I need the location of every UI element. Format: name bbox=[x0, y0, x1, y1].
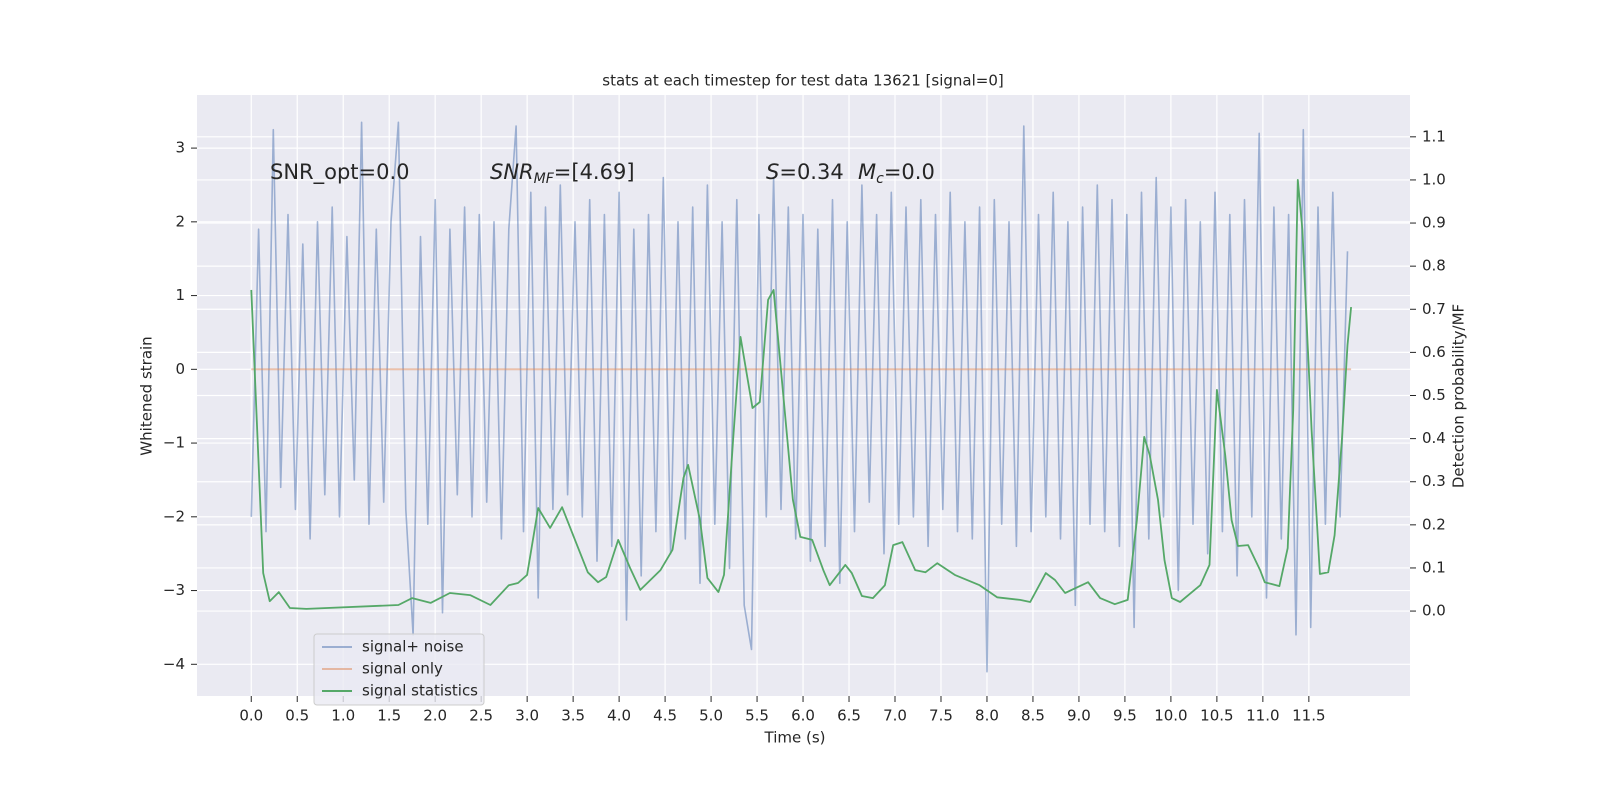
x-tick-label: 9.0 bbox=[1067, 707, 1091, 725]
x-tick-label: 4.0 bbox=[607, 707, 631, 725]
series-line bbox=[250, 121, 1349, 673]
y-tick-label: −1 bbox=[163, 434, 185, 452]
x-tick-label: 3.0 bbox=[515, 707, 539, 725]
x-tick-label: 3.5 bbox=[561, 707, 585, 725]
x-tick-label: 0.0 bbox=[239, 707, 263, 725]
annotation: SNRMF=[4.69] bbox=[490, 160, 635, 187]
y-tick-label: −3 bbox=[163, 581, 185, 599]
y2-tick-label: 0.8 bbox=[1422, 257, 1446, 275]
annotation-part: =0.34 bbox=[779, 160, 843, 184]
x-tick-label: 6.0 bbox=[791, 707, 815, 725]
annotation-part: MF bbox=[534, 171, 555, 187]
x-tick-label: 1.0 bbox=[331, 707, 355, 725]
annotation-part: S bbox=[766, 160, 779, 184]
annotation-part: SNR_opt=0.0 bbox=[270, 160, 410, 185]
x-tick-label: 0.5 bbox=[285, 707, 309, 725]
x-tick-label: 2.0 bbox=[423, 707, 447, 725]
x-tick-label: 11.5 bbox=[1292, 707, 1325, 725]
x-tick-label: 5.5 bbox=[745, 707, 769, 725]
annotation-part: c bbox=[876, 171, 884, 187]
x-tick-label: 10.0 bbox=[1154, 707, 1187, 725]
annotation: S=0.34 bbox=[766, 160, 844, 184]
x-tick-label: 10.5 bbox=[1200, 707, 1233, 725]
y2-axis-label: Detection probability/MF bbox=[1450, 304, 1468, 488]
x-tick-label: 2.5 bbox=[469, 707, 493, 725]
y2-tick-label: 0.1 bbox=[1422, 558, 1446, 576]
y2-tick-label: 0.7 bbox=[1422, 300, 1446, 318]
y-tick-label: −4 bbox=[163, 655, 185, 673]
x-tick-label: 4.5 bbox=[653, 707, 677, 725]
y2-tick-label: 0.6 bbox=[1422, 343, 1446, 361]
x-axis-label: Time (s) bbox=[764, 729, 826, 747]
y-tick-label: −2 bbox=[163, 507, 185, 525]
annotation-part: SNR bbox=[490, 160, 534, 184]
x-tick-label: 7.0 bbox=[883, 707, 907, 725]
x-tick-label: 8.5 bbox=[1021, 707, 1045, 725]
annotation: Mc=0.0 bbox=[858, 160, 935, 187]
chart-title: stats at each timestep for test data 136… bbox=[602, 72, 1003, 90]
y-tick-label: 1 bbox=[175, 286, 185, 304]
legend-label: signal+ noise bbox=[362, 638, 464, 656]
x-tick-label: 1.5 bbox=[377, 707, 401, 725]
x-tick-label: 5.0 bbox=[699, 707, 723, 725]
y2-tick-label: 0.9 bbox=[1422, 214, 1446, 232]
y-tick-label: 2 bbox=[175, 212, 185, 230]
y2-tick-label: 1.1 bbox=[1422, 127, 1446, 145]
x-tick-label: 7.5 bbox=[929, 707, 953, 725]
x-tick-label: 9.5 bbox=[1113, 707, 1137, 725]
series-line bbox=[250, 179, 1352, 610]
y2-tick-label: 0.3 bbox=[1422, 472, 1446, 490]
y2-tick-label: 0.2 bbox=[1422, 515, 1446, 533]
annotation-part: =[4.69] bbox=[554, 160, 635, 184]
y2-tick-label: 1.0 bbox=[1422, 170, 1446, 188]
legend-label: signal only bbox=[362, 660, 443, 678]
annotation-part: M bbox=[858, 160, 876, 184]
x-tick-label: 11.0 bbox=[1246, 707, 1279, 725]
legend-label: signal statistics bbox=[362, 682, 478, 700]
y2-tick-label: 0.4 bbox=[1422, 429, 1446, 447]
annotation: SNR_opt=0.0 bbox=[270, 160, 410, 185]
x-tick-label: 8.0 bbox=[975, 707, 999, 725]
y-axis-label: Whitened strain bbox=[138, 336, 156, 455]
y2-tick-label: 0.5 bbox=[1422, 386, 1446, 404]
y-tick-label: 3 bbox=[175, 139, 185, 157]
legend-box bbox=[313, 633, 485, 706]
x-tick-label: 6.5 bbox=[837, 707, 861, 725]
annotation-part: =0.0 bbox=[884, 160, 935, 184]
y2-tick-label: 0.0 bbox=[1422, 602, 1446, 620]
y-tick-label: 0 bbox=[175, 360, 185, 378]
